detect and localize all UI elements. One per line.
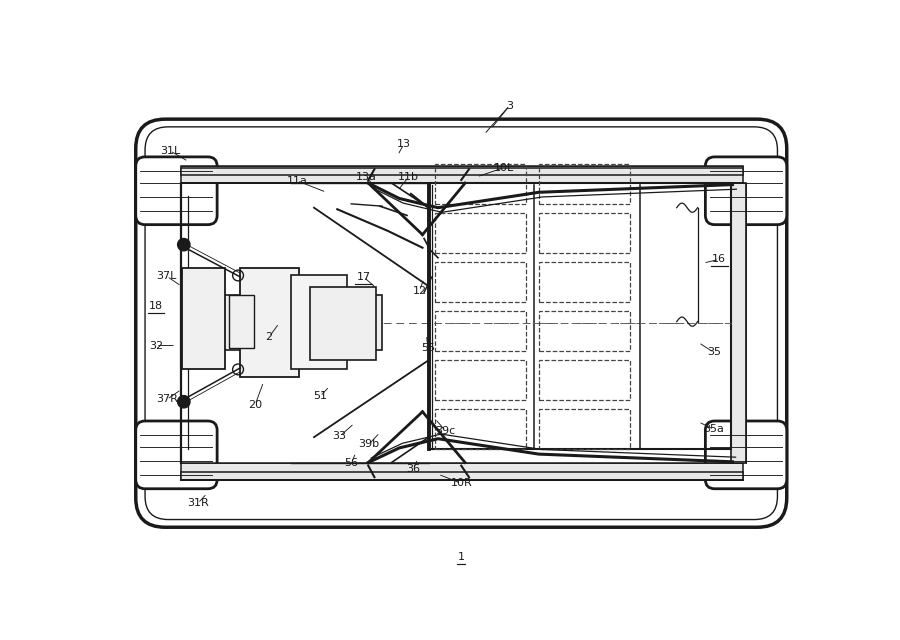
Bar xyxy=(435,360,526,400)
Text: 13: 13 xyxy=(397,139,411,148)
Bar xyxy=(181,168,742,175)
Bar xyxy=(291,275,346,369)
Text: 3: 3 xyxy=(506,101,513,111)
Text: 16: 16 xyxy=(712,254,726,264)
Circle shape xyxy=(177,396,190,408)
FancyBboxPatch shape xyxy=(706,421,787,489)
Text: 20: 20 xyxy=(248,400,262,410)
FancyBboxPatch shape xyxy=(136,421,217,489)
Bar xyxy=(240,268,299,377)
Bar xyxy=(181,463,742,479)
FancyBboxPatch shape xyxy=(136,119,787,527)
Text: 56: 56 xyxy=(344,458,358,468)
Text: 11b: 11b xyxy=(398,172,419,182)
Bar xyxy=(539,311,630,351)
Bar xyxy=(435,311,526,351)
Text: 1: 1 xyxy=(458,552,464,563)
Text: 18: 18 xyxy=(148,301,163,311)
Text: 12: 12 xyxy=(412,286,427,296)
FancyBboxPatch shape xyxy=(136,157,217,225)
Bar xyxy=(181,472,742,479)
Text: 35: 35 xyxy=(706,348,721,358)
Text: 17: 17 xyxy=(356,272,371,282)
Bar xyxy=(539,409,630,449)
Text: 11a: 11a xyxy=(286,176,308,186)
Text: 31R: 31R xyxy=(187,499,209,508)
FancyBboxPatch shape xyxy=(706,157,787,225)
Text: 39c: 39c xyxy=(436,426,456,436)
Text: 32: 32 xyxy=(148,340,163,351)
Text: 31L: 31L xyxy=(159,146,180,156)
Bar xyxy=(731,183,746,463)
Bar xyxy=(539,213,630,253)
Bar xyxy=(435,164,526,204)
Text: 10R: 10R xyxy=(450,478,472,488)
Text: 39b: 39b xyxy=(358,439,380,449)
Bar xyxy=(435,262,526,302)
Text: 13a: 13a xyxy=(356,172,377,182)
Bar xyxy=(310,287,376,360)
Bar xyxy=(181,166,742,183)
Bar xyxy=(181,294,382,350)
Text: 35a: 35a xyxy=(704,424,725,435)
Text: 51: 51 xyxy=(313,391,328,401)
Bar xyxy=(435,409,526,449)
Bar xyxy=(182,268,225,369)
Text: 36: 36 xyxy=(406,464,420,474)
Text: 37L: 37L xyxy=(157,271,177,281)
Bar xyxy=(539,360,630,400)
Text: 2: 2 xyxy=(266,332,273,342)
Bar xyxy=(539,262,630,302)
Bar xyxy=(539,164,630,204)
Bar xyxy=(428,183,731,449)
Text: 33: 33 xyxy=(333,431,346,442)
Text: 10L: 10L xyxy=(494,163,514,173)
Bar xyxy=(435,213,526,253)
Text: 55: 55 xyxy=(421,343,435,353)
Text: 37R: 37R xyxy=(156,394,177,404)
Circle shape xyxy=(177,239,190,251)
Bar xyxy=(229,296,254,348)
